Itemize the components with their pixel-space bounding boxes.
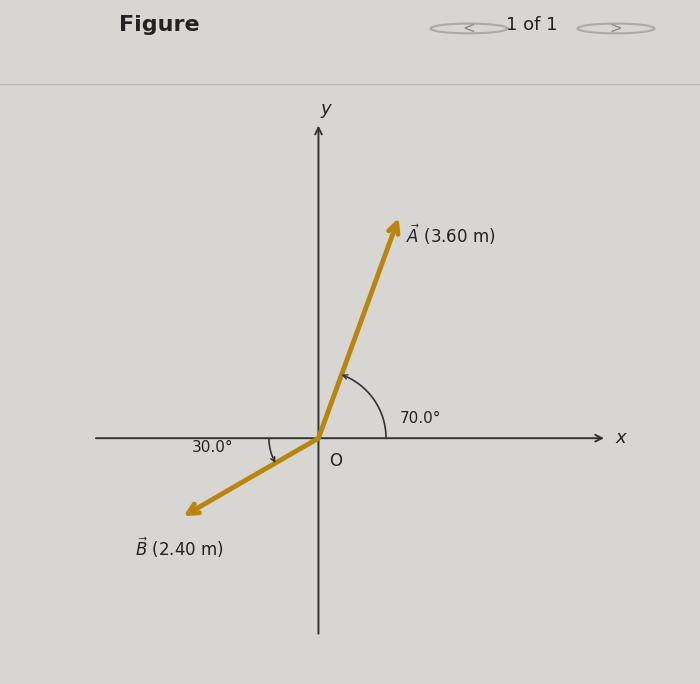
Text: Figure: Figure: [119, 15, 200, 35]
Text: 1 of 1: 1 of 1: [506, 16, 558, 34]
Text: >: >: [610, 21, 622, 36]
Text: 30.0°: 30.0°: [193, 440, 234, 455]
Text: <: <: [463, 21, 475, 36]
Text: 70.0°: 70.0°: [400, 411, 441, 426]
Text: $\vec{B}$ (2.40 m): $\vec{B}$ (2.40 m): [134, 536, 223, 560]
Text: x: x: [616, 429, 626, 447]
Text: y: y: [321, 101, 331, 118]
Text: O: O: [329, 451, 342, 470]
Text: $\vec{A}$ (3.60 m): $\vec{A}$ (3.60 m): [406, 222, 496, 247]
